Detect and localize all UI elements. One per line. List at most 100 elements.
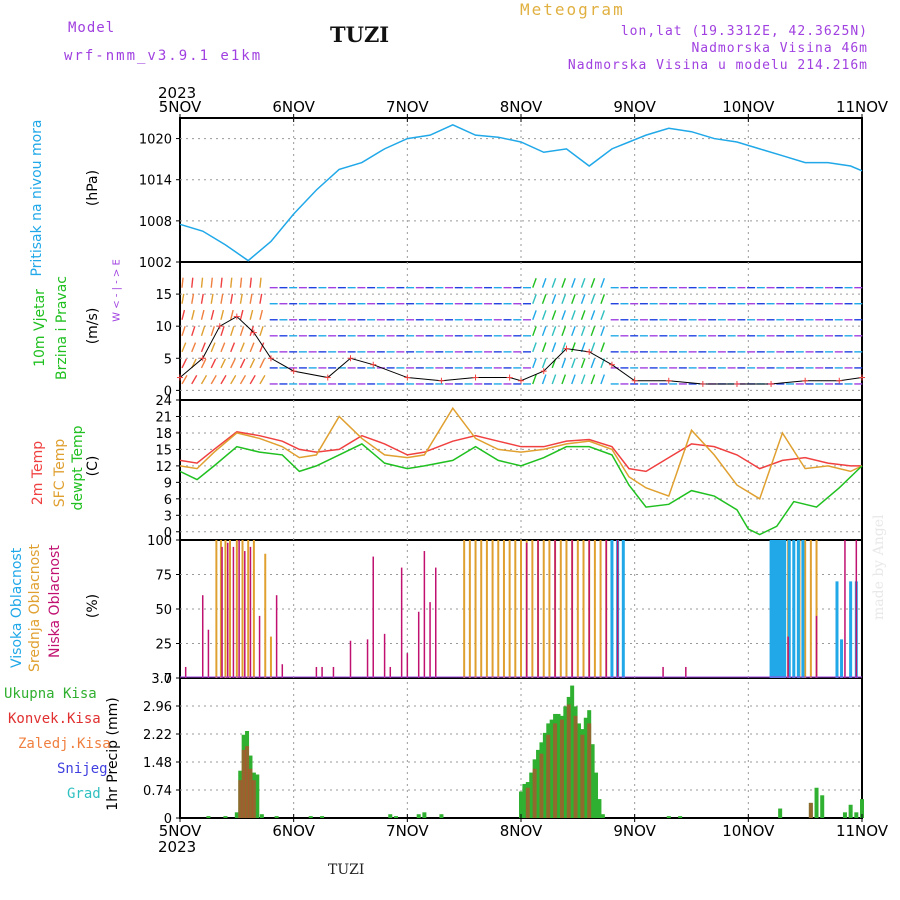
wind-arrow	[561, 374, 567, 385]
legend-freezing-rain: Zaledj.Kisa	[18, 736, 111, 752]
wind-arrow	[181, 326, 186, 337]
wind-arrow	[191, 374, 198, 385]
wind-arrow	[551, 374, 557, 385]
wind-arrow	[590, 294, 596, 304]
total-rain-bar	[597, 799, 602, 818]
total-rain-bar	[570, 685, 575, 818]
wind-arrow	[541, 342, 547, 353]
y-tick-label: 1014	[139, 174, 172, 189]
y-tick-label: 5	[164, 352, 172, 367]
convective-rain-bar	[525, 787, 530, 818]
total-rain-bar	[422, 812, 427, 818]
wind-arrow	[220, 277, 223, 288]
total-rain-bar	[259, 814, 264, 818]
x-tick-label-top: 8NOV	[500, 98, 543, 116]
wind-arrow	[181, 293, 185, 304]
wind-arrow	[249, 342, 255, 353]
wind-arrow	[210, 374, 217, 385]
y-tick-label: 1002	[139, 256, 172, 271]
wind-arrow	[532, 374, 537, 385]
y-tick-label: 12	[155, 460, 172, 475]
y-tick-label: 15	[155, 288, 172, 303]
convective-rain-bar	[251, 780, 256, 818]
wind-arrow	[191, 293, 195, 304]
y-tick-label: 1.48	[143, 756, 172, 771]
sfc-temp-line	[179, 406, 863, 500]
wind-arrow	[532, 278, 537, 288]
wind-arrow	[210, 277, 213, 288]
y-tick-label: 6	[164, 493, 172, 508]
wind-arrow	[191, 277, 194, 288]
wind-arrow	[230, 358, 236, 369]
wind-arrow	[259, 293, 263, 304]
wind-arrow	[210, 309, 215, 320]
convective-rain-bar	[248, 768, 253, 818]
total-rain-bar	[814, 787, 819, 818]
y-tick-label: 25	[155, 638, 172, 653]
wind-arrow	[590, 310, 596, 321]
convective-rain-bar	[546, 734, 551, 818]
wind-arrow	[551, 342, 557, 353]
total-rain-bar	[848, 804, 853, 818]
total-rain-bar	[529, 772, 534, 818]
wind-arrow	[571, 310, 576, 321]
wind-arrow	[200, 358, 207, 369]
year-bottom: 2023	[158, 838, 197, 856]
wind-arrow	[561, 294, 567, 304]
dewpt-line	[179, 443, 863, 536]
wind-arrow	[561, 310, 567, 321]
wind-arrow	[181, 342, 187, 353]
total-rain-bar	[549, 719, 554, 818]
total-rain-bar	[519, 791, 523, 818]
meteogram-label: Meteogram	[520, 0, 625, 19]
total-rain-bar	[556, 713, 561, 818]
wind-arrow	[220, 293, 224, 304]
wind-arrow	[181, 374, 188, 385]
y-tick-label: 50	[155, 603, 172, 618]
wind-arrow	[249, 309, 254, 320]
wind-arrow	[230, 342, 236, 353]
wind-arrow	[571, 294, 576, 304]
wind-arrow	[239, 309, 244, 320]
wind-arrow	[259, 342, 265, 353]
convective-rain-bar	[245, 746, 250, 818]
total-rain-bar	[576, 723, 581, 818]
wind-arrow	[600, 294, 606, 304]
wind-arrow	[220, 309, 225, 320]
y-tick-label: 0	[164, 672, 172, 687]
wind-arrow	[580, 326, 586, 337]
wind-arrow	[600, 326, 606, 337]
wind-arrow	[532, 294, 537, 304]
wind-arrow	[239, 293, 243, 304]
wind-arrow	[590, 326, 596, 337]
total-rain-bar	[522, 783, 527, 818]
wind-arrow	[210, 293, 214, 304]
year-top: 2023	[158, 84, 197, 102]
wind-arrow	[551, 326, 557, 337]
wind-arrow	[561, 342, 567, 353]
x-tick-label-bottom: 11NOV	[836, 822, 889, 840]
altitude-label: Nadmorska Visina 46m	[691, 41, 868, 56]
wind-arrow	[239, 277, 243, 288]
wind-arrow	[200, 309, 205, 320]
wind-arrow	[191, 342, 197, 353]
total-rain-bar	[854, 812, 859, 818]
wind-arrow	[600, 374, 606, 385]
wind-arrow	[561, 326, 567, 337]
total-rain-bar	[439, 814, 444, 818]
total-rain-bar	[820, 795, 825, 818]
model-label: Model	[68, 20, 116, 36]
wind-arrow	[239, 342, 245, 353]
wind-arrow	[551, 310, 557, 321]
wind-arrow	[532, 342, 537, 353]
x-tick-label-bottom: 8NOV	[500, 822, 543, 840]
wind-arrow	[541, 278, 547, 288]
wind-arrow	[181, 309, 186, 320]
total-rain-bar	[416, 814, 421, 818]
wind-arrow	[580, 374, 586, 385]
y-tick-label: 9	[164, 476, 172, 491]
wind-arrow	[259, 326, 264, 337]
total-rain-bar	[778, 808, 783, 818]
total-rain-bar	[678, 816, 683, 818]
wind-arrow	[200, 326, 206, 337]
